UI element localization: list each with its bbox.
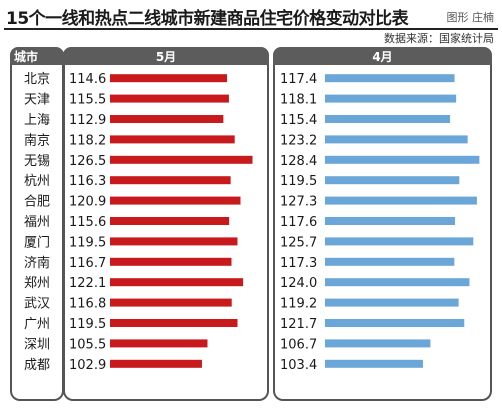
may-value-label: 119.5 xyxy=(69,235,106,250)
city-label: 合肥 xyxy=(24,195,50,210)
may-bar xyxy=(110,339,208,348)
april-bar xyxy=(325,135,468,144)
april-column-frame xyxy=(273,60,492,401)
april-value-label: 125.7 xyxy=(280,235,317,250)
city-label: 杭州 xyxy=(24,174,50,189)
city-label: 天津 xyxy=(24,93,50,108)
may-column-header: 5月 xyxy=(63,47,269,65)
april-value-label: 118.1 xyxy=(280,93,317,108)
may-value-label: 115.6 xyxy=(69,215,106,230)
april-bar xyxy=(325,155,480,164)
april-value-label: 124.0 xyxy=(280,276,317,291)
may-value-label: 119.5 xyxy=(69,317,106,332)
april-bar xyxy=(325,217,456,225)
city-label: 北京 xyxy=(24,72,50,87)
april-bar xyxy=(325,115,451,123)
may-bar xyxy=(110,278,244,287)
city-label: 无锡 xyxy=(24,154,50,169)
april-column-header: 4月 xyxy=(273,47,492,65)
may-value-label: 126.5 xyxy=(69,154,106,169)
april-value-label: 117.6 xyxy=(280,215,317,230)
may-bar xyxy=(110,319,238,327)
may-value-label: 105.5 xyxy=(69,337,106,352)
april-bar xyxy=(325,74,455,83)
april-bar xyxy=(325,298,459,307)
april-bar xyxy=(325,237,474,246)
may-bar xyxy=(110,115,224,123)
city-label: 厦门 xyxy=(24,235,50,250)
may-value-label: 115.5 xyxy=(69,93,106,108)
may-bar xyxy=(110,74,227,83)
may-bar xyxy=(110,217,230,225)
city-label: 成都 xyxy=(24,358,50,373)
april-value-label: 121.7 xyxy=(280,317,317,332)
may-bar xyxy=(110,196,241,205)
may-value-label: 120.9 xyxy=(69,195,106,210)
chart-title: 15个一线和热点二线城市新建商品住宅价格变动对比表 xyxy=(6,9,409,29)
city-label: 郑州 xyxy=(24,276,50,291)
may-bar xyxy=(110,257,232,266)
city-label: 福州 xyxy=(24,215,50,230)
april-value-label: 103.4 xyxy=(280,358,317,373)
april-value-label: 128.4 xyxy=(280,154,317,169)
april-bar xyxy=(325,196,477,205)
april-value-label: 123.2 xyxy=(280,133,317,148)
april-value-label: 117.4 xyxy=(280,72,317,87)
may-value-label: 116.7 xyxy=(69,256,106,271)
may-column-frame xyxy=(63,60,269,401)
city-label: 济南 xyxy=(24,255,50,271)
april-bar xyxy=(325,176,460,185)
april-bar xyxy=(325,94,457,103)
april-bar xyxy=(325,319,465,327)
april-bar xyxy=(325,257,455,266)
title-rule xyxy=(4,28,498,30)
city-label: 上海 xyxy=(24,113,50,128)
april-value-label: 119.2 xyxy=(280,297,317,312)
may-bar xyxy=(110,237,238,246)
city-label: 广州 xyxy=(24,317,50,332)
may-value-label: 116.3 xyxy=(69,174,106,189)
source-text: 数据来源：国家统计局 xyxy=(384,32,494,45)
april-value-label: 117.3 xyxy=(280,256,317,271)
may-value-label: 118.2 xyxy=(69,133,106,148)
april-bar xyxy=(325,278,470,287)
may-bar xyxy=(110,155,253,164)
city-column-header: 城市 xyxy=(10,47,64,65)
april-value-label: 127.3 xyxy=(280,195,317,210)
city-label: 深圳 xyxy=(24,337,50,352)
april-value-label: 119.5 xyxy=(280,174,317,189)
may-bar xyxy=(110,298,232,307)
may-bar xyxy=(110,94,229,103)
may-value-label: 112.9 xyxy=(69,113,106,128)
april-bar xyxy=(325,339,431,348)
april-value-label: 106.7 xyxy=(280,337,317,352)
city-label: 武汉 xyxy=(24,297,50,312)
april-value-label: 115.4 xyxy=(280,113,317,128)
may-value-label: 116.8 xyxy=(69,297,106,312)
credit-text: 图形 庄楠 xyxy=(446,11,495,24)
may-bar xyxy=(110,135,235,144)
april-bar xyxy=(325,359,423,368)
may-value-label: 114.6 xyxy=(69,72,106,87)
may-value-label: 102.9 xyxy=(69,358,106,373)
may-bar xyxy=(110,176,231,185)
city-label: 南京 xyxy=(24,132,50,148)
may-value-label: 122.1 xyxy=(69,276,106,291)
may-bar xyxy=(110,359,202,368)
